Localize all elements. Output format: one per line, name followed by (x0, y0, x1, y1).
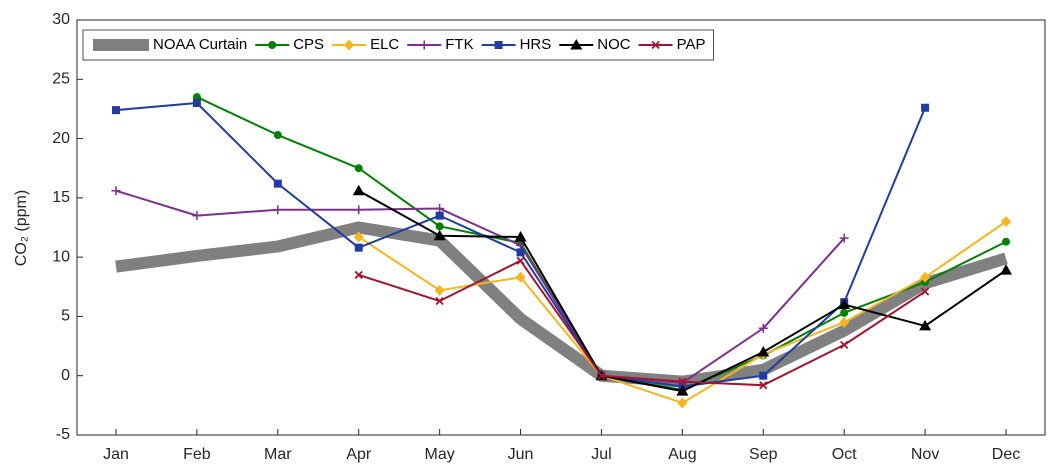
legend-label: NOC (597, 36, 631, 53)
marker (676, 385, 689, 396)
marker (111, 186, 121, 196)
marker (112, 106, 120, 115)
marker (516, 240, 526, 250)
marker (920, 271, 931, 283)
marker (1002, 237, 1010, 246)
marker (273, 131, 282, 140)
marker (433, 229, 446, 241)
x-tick-label: Jan (103, 446, 129, 463)
marker (352, 184, 365, 196)
marker (494, 41, 503, 49)
marker (1000, 264, 1012, 275)
marker (677, 397, 688, 409)
marker (435, 296, 444, 306)
marker (515, 271, 526, 283)
marker (840, 340, 849, 350)
marker (435, 222, 444, 231)
marker (344, 39, 355, 51)
marker (839, 316, 850, 328)
marker (353, 231, 364, 243)
band-line (115, 221, 1008, 388)
marker (651, 40, 660, 50)
x-tick-label: Feb (183, 446, 211, 463)
legend-label: NOAA Curtain (153, 36, 247, 53)
x-tick-label: Sep (749, 446, 778, 463)
marker (273, 179, 282, 188)
legend-label: PAP (677, 36, 706, 53)
marker (516, 248, 525, 257)
y-tick-label: 10 (52, 248, 70, 265)
marker (757, 346, 770, 357)
legend-label: FTK (445, 36, 473, 53)
x-tick-label: Apr (346, 446, 372, 463)
marker (570, 39, 583, 50)
x-tick-label: Aug (668, 446, 696, 463)
marker (838, 298, 851, 310)
marker (678, 377, 687, 386)
marker (192, 211, 202, 221)
marker (273, 205, 283, 215)
marker (435, 204, 445, 214)
y-tick-label: -5 (56, 426, 70, 443)
x-tick-label: Nov (911, 446, 939, 463)
x-tick-label: Jun (508, 446, 534, 463)
marker (920, 287, 930, 296)
marker (840, 308, 849, 317)
marker (919, 319, 932, 331)
marker (759, 381, 768, 390)
marker (354, 164, 363, 173)
legend-label: ELC (370, 36, 399, 53)
series-line (115, 189, 845, 384)
marker (435, 211, 444, 220)
marker (1001, 216, 1011, 228)
x-tick-label: Mar (264, 446, 292, 463)
marker (419, 40, 429, 50)
marker (921, 103, 930, 112)
marker (268, 41, 277, 49)
marker (354, 243, 363, 252)
y-tick-label: 30 (52, 11, 70, 28)
y-tick-label: 0 (61, 367, 70, 384)
marker (758, 323, 768, 333)
y-tick-label: 25 (52, 71, 70, 88)
legend-label: HRS (520, 36, 552, 53)
y-tick-label: 5 (61, 308, 70, 325)
legend: NOAA Curtain CPS ELC FTK HRS NOC PAP (82, 29, 714, 61)
marker (759, 371, 768, 380)
marker (434, 284, 445, 296)
y-axis-label: CO₂ (ppm) (13, 190, 30, 266)
legend-box (82, 29, 714, 61)
marker (192, 99, 201, 107)
y-tick-label: 15 (52, 189, 70, 206)
legend-label: CPS (293, 36, 324, 53)
marker (354, 205, 364, 215)
x-tick-label: Jul (591, 446, 611, 463)
marker (516, 256, 525, 265)
marker (597, 371, 606, 380)
marker (839, 233, 849, 243)
marker (354, 270, 363, 280)
x-tick-label: Oct (832, 446, 857, 463)
x-tick-label: Dec (992, 446, 1020, 463)
x-tick-label: May (425, 446, 455, 463)
marker (514, 230, 527, 242)
series-line (358, 259, 926, 387)
plot-frame (76, 19, 1046, 436)
y-tick-label: 20 (52, 130, 70, 147)
